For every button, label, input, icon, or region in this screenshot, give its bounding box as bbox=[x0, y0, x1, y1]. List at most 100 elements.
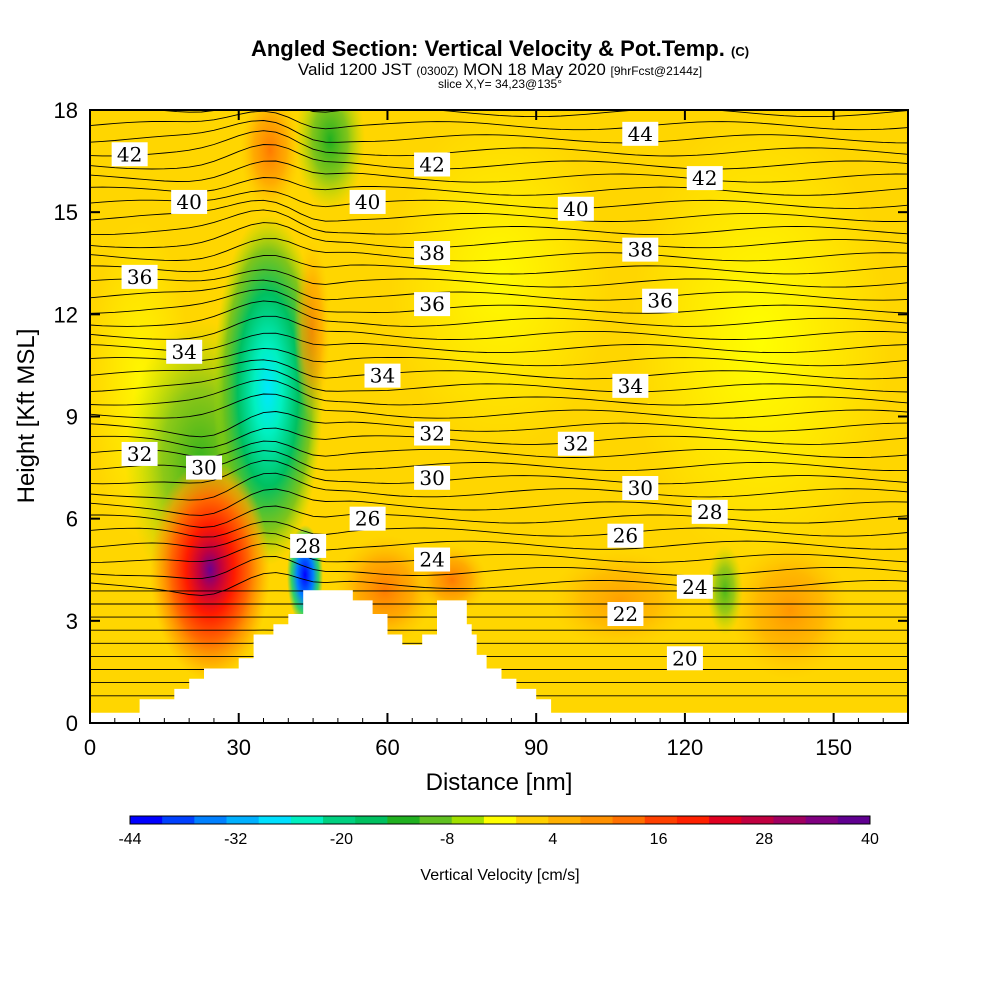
colorbar-swatch bbox=[130, 816, 163, 824]
contour-label-box bbox=[691, 499, 728, 524]
theta-contours bbox=[90, 110, 908, 697]
theta-contour-line bbox=[90, 199, 908, 222]
contour-label: 34 bbox=[171, 340, 196, 364]
contour-label: 30 bbox=[628, 476, 653, 500]
theta-contour-line bbox=[90, 488, 908, 516]
colorbar-swatch bbox=[676, 816, 710, 824]
colorbar-swatch bbox=[837, 816, 871, 824]
colorbar-swatch bbox=[580, 816, 614, 824]
contour-labels: 42 40 36 34 32 30 28 42 40 38 36 34 32 30 26 24 44 42 40 38… bbox=[111, 121, 728, 671]
theta-contour-line bbox=[90, 288, 908, 314]
contour-label: 40 bbox=[176, 190, 201, 214]
terrain bbox=[90, 590, 908, 723]
contour-label: 40 bbox=[563, 197, 588, 221]
theta-contour-line bbox=[90, 532, 908, 551]
x-tick-label: 150 bbox=[815, 735, 852, 760]
contour-label: 38 bbox=[628, 238, 653, 262]
contour-label-box bbox=[607, 523, 644, 548]
contour-label-box bbox=[349, 189, 386, 214]
y-axis-label: Height [Kft MSL] bbox=[13, 329, 40, 504]
colorbar-label: Vertical Velocity [cm/s] bbox=[420, 867, 579, 884]
theta-contour-line bbox=[90, 440, 908, 458]
contour-label-box bbox=[290, 533, 327, 558]
contour-label: 26 bbox=[613, 524, 638, 548]
colorbar: -44 -32 -20 -8 4 16 28 40 bbox=[118, 815, 879, 848]
colorbar-swatch bbox=[451, 816, 485, 824]
contour-label-box bbox=[414, 241, 451, 266]
x-tick-label: 60 bbox=[375, 735, 399, 760]
contour-label-box bbox=[414, 152, 451, 177]
contour-label: 32 bbox=[127, 442, 152, 466]
theta-contour-line bbox=[90, 379, 908, 406]
contour-label-box bbox=[171, 189, 208, 214]
contour-label: 32 bbox=[419, 422, 444, 446]
y-tick-label: 6 bbox=[66, 507, 78, 532]
contour-label: 38 bbox=[419, 241, 444, 265]
y-tick-label: 12 bbox=[54, 302, 78, 327]
x-axis-label: Distance [nm] bbox=[426, 769, 573, 796]
colorbar-swatch bbox=[290, 816, 324, 824]
theta-contour-line bbox=[90, 641, 908, 644]
chart-subtitle: Valid 1200 JST (0300Z) MON 18 May 2020 [… bbox=[297, 60, 703, 79]
y-tick-label: 3 bbox=[66, 609, 78, 634]
contour-label-box bbox=[622, 237, 659, 262]
colorbar-frame bbox=[129, 815, 871, 825]
field-green-top bbox=[295, 110, 365, 210]
field-warm-updraft bbox=[150, 460, 270, 680]
contour-label-box bbox=[666, 646, 703, 671]
theta-contour-line bbox=[90, 542, 908, 563]
contour-label-box bbox=[676, 574, 713, 599]
theta-contour-line bbox=[90, 450, 908, 472]
colorbar-swatch bbox=[548, 816, 581, 824]
x-tick-label: 90 bbox=[524, 735, 548, 760]
field-orange-east bbox=[730, 540, 850, 680]
theta-contour-line bbox=[90, 238, 908, 262]
chart-title: Angled Section: Vertical Velocity & Pot.… bbox=[250, 36, 750, 61]
contour-label-box bbox=[414, 421, 451, 446]
contour-label: 40 bbox=[355, 190, 380, 214]
theta-contour-line bbox=[90, 279, 908, 301]
contour-label: 28 bbox=[295, 534, 320, 558]
field-yellow-mid bbox=[390, 110, 610, 450]
contour-label-box bbox=[349, 506, 386, 531]
theta-contour-line bbox=[90, 332, 908, 354]
theta-contour-line bbox=[90, 368, 908, 393]
theta-contour-line bbox=[90, 427, 908, 449]
contour-label: 34 bbox=[370, 364, 395, 388]
theta-contour-line bbox=[90, 255, 908, 275]
colorbar-swatch bbox=[387, 816, 421, 824]
theta-contour-line bbox=[90, 411, 908, 438]
contour-label: 30 bbox=[419, 466, 444, 490]
field-orange-top bbox=[240, 110, 300, 210]
x-tick-label: 30 bbox=[226, 735, 250, 760]
contour-label: 34 bbox=[618, 374, 643, 398]
contour-label: 24 bbox=[682, 575, 707, 599]
theta-contour-line bbox=[90, 315, 908, 340]
colorbar-swatch bbox=[194, 816, 228, 824]
theta-contour-line bbox=[90, 521, 908, 538]
colorbar-swatch bbox=[258, 816, 292, 824]
contour-label-box bbox=[686, 166, 723, 191]
contour-label-box bbox=[121, 264, 158, 289]
contour-label-box bbox=[121, 441, 158, 466]
contour-label: 36 bbox=[127, 265, 152, 289]
theta-contour-line bbox=[90, 130, 908, 157]
theta-contour-line bbox=[90, 572, 908, 596]
theta-contour-line bbox=[90, 222, 908, 249]
field-orange-column bbox=[294, 240, 330, 420]
contour-label-box bbox=[642, 288, 679, 313]
theta-contour-line bbox=[149, 110, 908, 118]
contour-label: 36 bbox=[419, 292, 444, 316]
colorbar-swatch bbox=[805, 816, 839, 824]
field-orange-lower bbox=[550, 550, 690, 650]
colorbar-swatch bbox=[773, 816, 807, 824]
colorbar-swatch bbox=[644, 816, 678, 824]
contour-label: 22 bbox=[613, 602, 638, 626]
theta-contour-line bbox=[90, 460, 908, 485]
theta-contour-line bbox=[90, 209, 908, 236]
colorbar-tick-label: 4 bbox=[548, 831, 557, 848]
contour-label-box bbox=[622, 121, 659, 146]
theta-contour-line bbox=[90, 190, 908, 209]
contour-label: 42 bbox=[419, 152, 444, 176]
